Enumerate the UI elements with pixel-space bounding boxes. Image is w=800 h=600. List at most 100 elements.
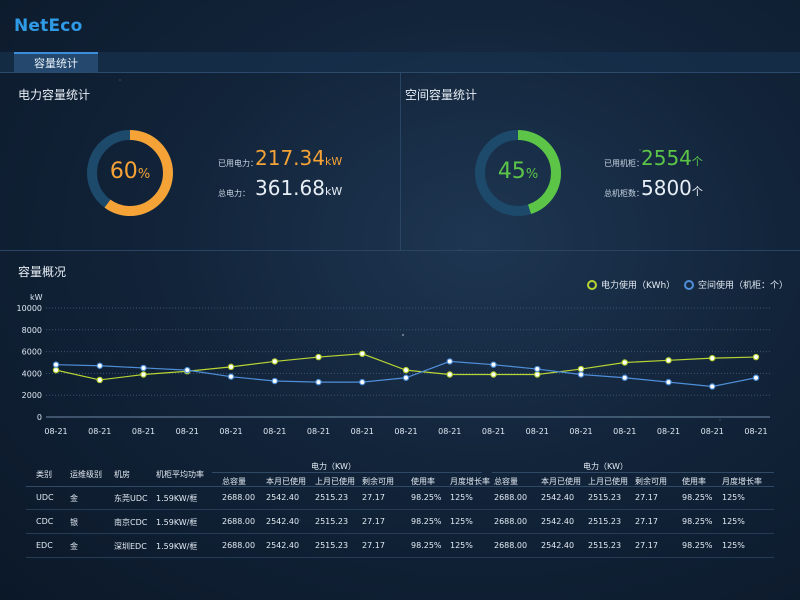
cell-g1-remaining: 27.17 <box>362 541 385 550</box>
th-g2-remaining: 剩余可用 <box>635 477 667 486</box>
data-point-power <box>446 371 453 378</box>
power-used-value: 217.34kW <box>255 146 343 170</box>
cell-g1-used-this-month: 2542.40 <box>266 541 300 550</box>
x-tick-label: 08-21 <box>526 427 549 436</box>
cell-room: 深圳EDC <box>114 542 147 551</box>
cell-g1-usage-rate: 98.25% <box>411 493 442 502</box>
group2-underline <box>492 472 774 473</box>
cell-category: EDC <box>36 541 53 550</box>
th-g1-monthly-growth: 月度增长率 <box>450 477 490 486</box>
cell-g1-used-last-month: 2515.23 <box>315 541 349 550</box>
space-total-label: 总机柜数： <box>604 189 644 198</box>
cell-g2-used-this-month: 2542.40 <box>541 541 575 550</box>
y-tick-label: 6000 <box>22 348 42 357</box>
th-g1-total: 总容量 <box>222 477 246 486</box>
data-point-power <box>96 376 103 384</box>
space-capacity-panel: 空间容量统计 45% 已用机柜： 2554个 总机柜数： 5800个 <box>401 73 800 251</box>
y-tick-label: 10000 <box>17 304 42 313</box>
cell-g1-used-this-month: 2542.40 <box>266 517 300 526</box>
data-point-power <box>402 366 410 374</box>
th-g1-remaining: 剩余可用 <box>362 477 394 486</box>
power-donut-arc <box>87 130 173 216</box>
data-point-power <box>534 371 541 378</box>
cell-g2-remaining: 27.17 <box>635 541 658 550</box>
space-donut-arc <box>475 130 561 216</box>
th-g2-used-this-month: 本月已使用 <box>541 477 581 486</box>
y-tick-label: 8000 <box>22 326 42 335</box>
legend-power[interactable]: 电力使用（KWh） <box>587 278 675 291</box>
cell-category: CDC <box>36 517 54 526</box>
y-tick-label: 0 <box>37 413 42 422</box>
cell-g2-used-last-month: 2515.23 <box>588 541 622 550</box>
data-point-space <box>752 374 760 381</box>
x-tick-label: 08-21 <box>263 427 286 436</box>
space-used-value: 2554个 <box>641 146 703 170</box>
data-point-space <box>227 373 235 380</box>
cell-g1-monthly-growth: 125% <box>450 517 473 526</box>
data-point-power <box>315 353 322 361</box>
cell-g1-usage-rate: 98.25% <box>411 541 442 550</box>
group1-underline <box>212 472 482 473</box>
data-point-space <box>577 371 585 378</box>
cell-g2-monthly-growth: 125% <box>722 517 745 526</box>
tab-bar: 容量统计 <box>0 52 800 73</box>
cell-g2-total: 2688.00 <box>494 493 528 502</box>
header-bottom-line <box>26 486 774 487</box>
cell-g1-total: 2688.00 <box>222 517 256 526</box>
data-point-power <box>271 358 278 365</box>
th-g2-monthly-growth: 月度增长率 <box>722 477 762 486</box>
cell-room: 东莞UDC <box>114 494 148 503</box>
legend-space-marker <box>684 280 694 290</box>
x-tick-label: 08-21 <box>351 427 374 436</box>
x-tick-label: 08-21 <box>438 427 461 436</box>
x-tick-label: 08-21 <box>219 427 242 436</box>
x-tick-label: 08-21 <box>569 427 592 436</box>
x-tick-label: 08-21 <box>44 427 67 436</box>
cell-avg: 1.59KW/框 <box>156 542 198 551</box>
cell-g1-remaining: 27.17 <box>362 493 385 502</box>
x-tick-label: 08-21 <box>701 427 724 436</box>
data-point-space <box>534 365 541 373</box>
space-panel-title: 空间容量统计 <box>405 88 478 102</box>
cell-g2-usage-rate: 98.25% <box>682 517 713 526</box>
table-row[interactable]: CDC 银 南京CDC 1.59KW/框 2688.00 2542.40 2515.23 27… <box>26 511 774 534</box>
y-tick-label: 2000 <box>22 391 42 400</box>
data-point-power <box>665 357 672 364</box>
cell-level: 金 <box>70 542 78 551</box>
data-point-space <box>709 383 716 390</box>
th-avg-power: 机柜平均功率 <box>156 470 204 479</box>
cell-level: 银 <box>70 518 78 527</box>
data-point-space <box>96 362 103 369</box>
cell-g1-used-last-month: 2515.23 <box>315 493 349 502</box>
th-category: 类别 <box>36 470 52 479</box>
th-group-power-1: 电力（KW） <box>311 462 356 471</box>
tab-capacity-stats[interactable]: 容量统计 <box>14 52 98 72</box>
overview-title: 容量概况 <box>18 265 67 279</box>
x-tick-label: 08-21 <box>176 427 199 436</box>
cell-g1-total: 2688.00 <box>222 493 256 502</box>
cell-g1-remaining: 27.17 <box>362 517 385 526</box>
table-row[interactable]: EDC 金 深圳EDC 1.59KW/框 2688.00 2542.40 2515.23 27… <box>26 535 774 558</box>
data-point-power <box>52 366 60 374</box>
power-used-label: 已用电力： <box>218 159 258 168</box>
x-tick-label: 08-21 <box>744 427 767 436</box>
th-level: 运维级别 <box>70 470 102 479</box>
x-tick-label: 08-21 <box>613 427 636 436</box>
cell-g1-total: 2688.00 <box>222 541 256 550</box>
power-donut-chart <box>87 130 173 216</box>
x-tick-label: 08-21 <box>657 427 680 436</box>
y-tick-label: 4000 <box>22 369 42 378</box>
th-g2-usage-rate: 使用率 <box>682 477 706 486</box>
x-tick-label: 08-21 <box>132 427 155 436</box>
cell-g2-remaining: 27.17 <box>635 517 658 526</box>
data-point-space <box>621 374 628 381</box>
data-point-space <box>446 358 453 365</box>
data-point-space <box>665 378 672 386</box>
cell-g2-usage-rate: 98.25% <box>682 493 713 502</box>
data-point-space <box>315 378 322 386</box>
space-percent: 45% <box>497 159 539 184</box>
table-row[interactable]: UDC 金 东莞UDC 1.59KW/框 2688.00 2542.40 2515.23 27… <box>26 487 774 510</box>
legend-space[interactable]: 空间使用（机柜：个） <box>684 278 788 291</box>
cell-g1-used-last-month: 2515.23 <box>315 517 349 526</box>
cell-g2-remaining: 27.17 <box>635 493 658 502</box>
